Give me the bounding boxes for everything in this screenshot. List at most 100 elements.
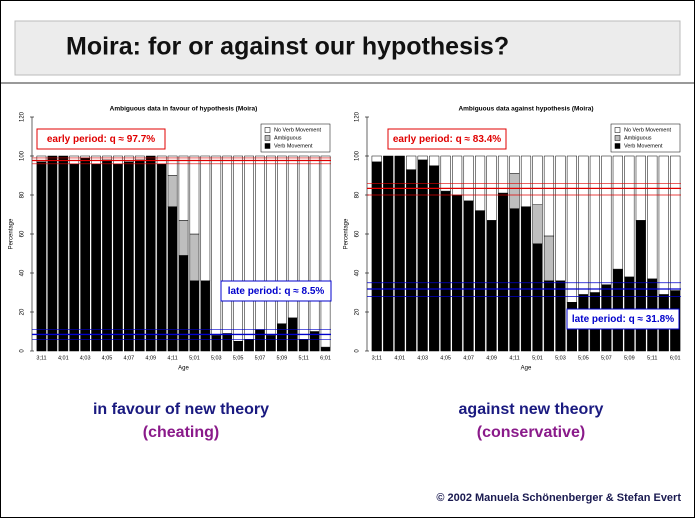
bar-segment [509,173,520,209]
y-tick-label: 0 [20,349,26,353]
bar-segment [255,329,265,352]
bar-segment [287,155,298,319]
y-tick-label: 120 [355,111,361,122]
bar-segment [406,169,417,352]
bar-segment [266,155,276,336]
bar-segment [670,155,681,291]
y-tick-label: 100 [355,150,361,161]
x-tick-label: 4;01 [394,355,405,361]
y-axis-label: Percentage [9,218,15,249]
x-tick-label: 5;05 [233,355,244,361]
caption: in favour of new theory [93,401,269,418]
y-tick-label: 40 [355,269,361,276]
bar-segment [532,204,543,244]
bar-segment [36,155,47,163]
bar-segment [211,155,222,336]
bar-segment [298,155,309,340]
bar-segment [520,155,532,207]
bar-segment [200,280,211,352]
legend-label: Verb Movement [274,143,313,149]
caption: against new theory [459,401,604,418]
bar-segment [406,155,417,170]
bar-segment [124,155,134,163]
bar-segment [612,155,623,270]
x-tick-label: 4;09 [145,355,156,361]
bar-segment [440,155,451,192]
x-tick-label: 4;09 [486,355,497,361]
bar-segment [167,155,178,176]
bar-segment [102,159,112,352]
bar-segment [463,200,474,352]
bar-segment [69,163,80,352]
bar-segment [113,163,123,352]
bar-segment [47,155,58,352]
bar-segment [417,155,428,161]
bar-segment [497,155,509,194]
x-tick-label: 5;03 [211,355,222,361]
x-tick-label: 6;01 [320,355,331,361]
bar-segment [244,155,254,340]
bar-segment [58,155,69,352]
annotation-box [36,128,166,150]
x-tick-label: 4;07 [463,355,474,361]
annotation-box [220,280,332,302]
x-tick-label: 4;05 [440,355,451,361]
bar-segment [589,155,600,293]
y-tick-label: 60 [20,230,26,237]
bar-segment [543,280,555,352]
bar-segment [320,155,331,348]
bar-segment [233,155,243,342]
bar-segment [475,210,486,352]
bar-segment [320,346,331,352]
legend-label: No Verb Movement [624,127,672,133]
x-tick-label: 4;11 [167,355,177,361]
chart-title: Ambiguous data against hypothesis (Moira… [458,106,593,113]
y-tick-label: 20 [355,308,361,315]
bar-segment [178,220,189,256]
legend-swatch [264,127,271,133]
y-tick-label: 100 [20,150,26,161]
x-tick-label: 6;01 [670,355,681,361]
bar-segment [383,155,394,352]
footer: © 2002 Manuela Schönenberger & Stefan Ev… [436,492,681,504]
legend-swatch [264,143,271,149]
x-tick-label: 4;03 [417,355,428,361]
bar-segment [36,161,47,352]
legend-label: No Verb Movement [274,127,322,133]
x-axis-label: Age [178,366,189,372]
bar-segment [200,155,211,282]
bar-segment [520,206,532,352]
bar-segment [233,341,243,352]
bar-segment [189,280,200,352]
annotation: late period: q ≈ 31.8% [572,314,674,325]
bar-segment [222,155,233,334]
x-tick-label: 5;07 [255,355,266,361]
bar-segment [452,155,463,196]
legend-swatch [614,143,621,149]
annotation: early period: q ≈ 97.7% [47,134,155,145]
legend-label: Verb Movement [624,143,663,149]
bar-segment [371,161,382,352]
bar-segment [178,255,189,352]
bar-segment [486,220,497,352]
x-tick-label: 5;09 [276,355,287,361]
bar-segment [555,280,566,352]
bar-segment [222,333,233,352]
bar-segment [156,163,167,352]
bar-segment [189,233,200,282]
x-tick-label: 4;01 [58,355,69,361]
bar-segment [509,208,520,352]
annotation: early period: q ≈ 83.4% [393,134,501,145]
bar-segment [134,159,145,352]
bar-segment [145,155,156,352]
x-tick-label: 3;11 [36,355,46,361]
x-tick-label: 4;03 [80,355,91,361]
annotation: late period: q ≈ 8.5% [228,286,325,297]
bar-segment [647,155,658,280]
y-tick-label: 0 [355,349,361,353]
bar-segment [578,155,589,295]
bar-segment [429,155,440,166]
bar-segment [624,155,635,278]
bar-segment [178,155,189,221]
title-bar [14,20,681,76]
